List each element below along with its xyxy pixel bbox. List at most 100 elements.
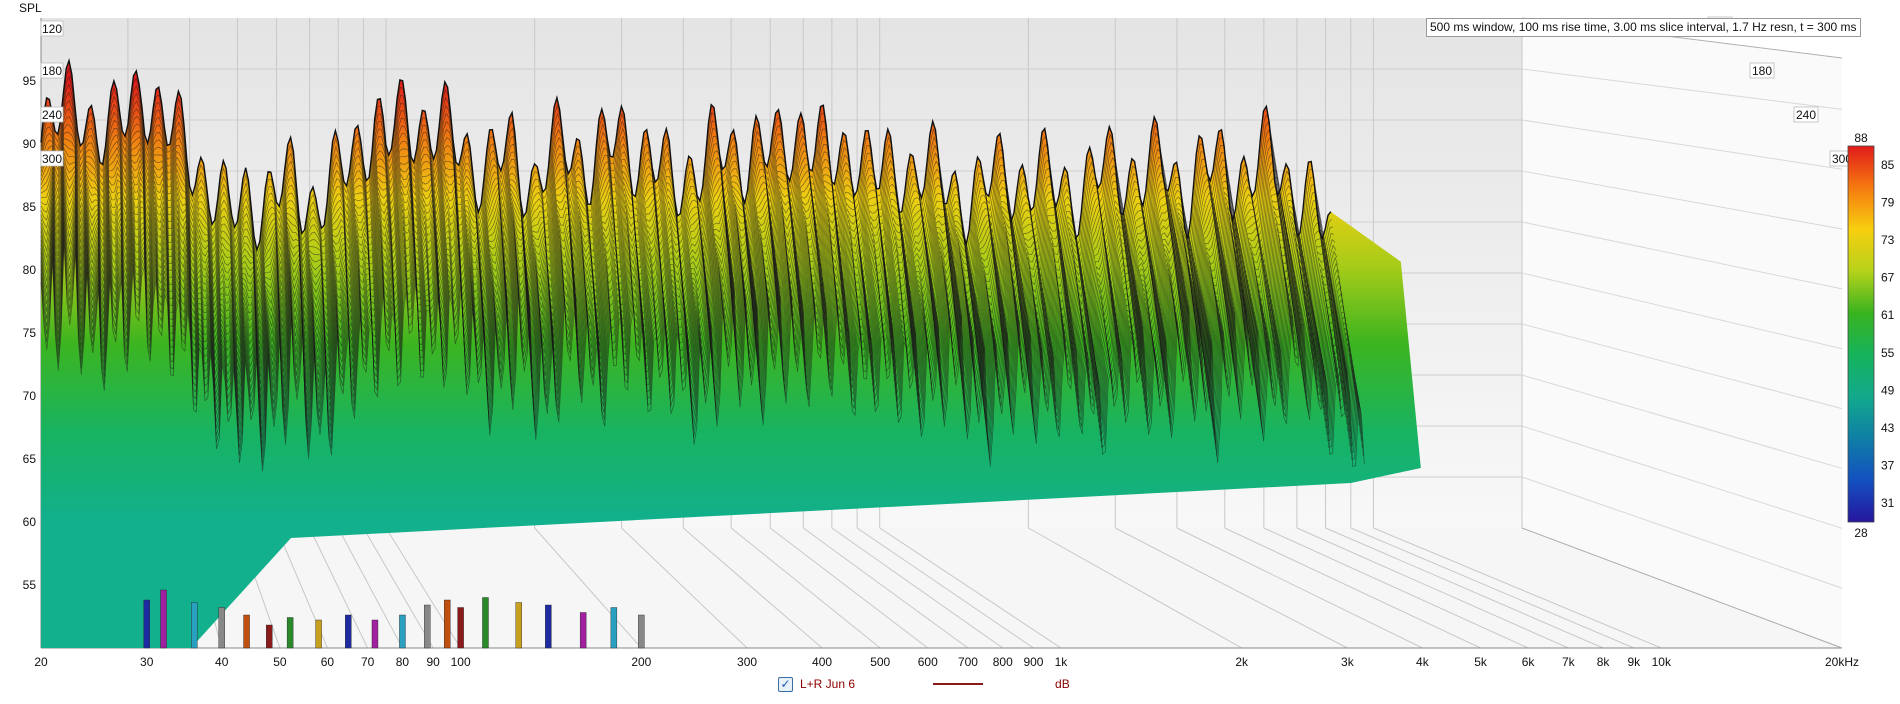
mode-marker-bar xyxy=(399,614,406,649)
colorbar-tick-label: 55 xyxy=(1881,346,1895,360)
waterfall-slice-line xyxy=(40,91,1336,277)
x-tick-label: 60 xyxy=(321,655,335,669)
x-tick-label: 90 xyxy=(426,655,440,669)
time-tick-right: 240 xyxy=(1793,106,1819,123)
floor-grid-line xyxy=(1176,527,1423,649)
x-tick-label: 30 xyxy=(140,655,154,669)
time-tick-left: 120 xyxy=(40,20,64,37)
waterfall-slice-line xyxy=(40,99,1337,284)
subtitle-box: 500 ms window, 100 ms rise time, 3.00 ms… xyxy=(1426,18,1861,37)
mode-marker-bar xyxy=(457,607,464,649)
waterfall-surface xyxy=(41,60,1421,649)
y-tick-label: 60 xyxy=(23,515,37,529)
x-tick-label: 200 xyxy=(631,655,651,669)
svg-text:240: 240 xyxy=(42,108,62,122)
x-tick-label: 800 xyxy=(993,655,1013,669)
side-grid-line xyxy=(1521,170,1843,230)
mode-marker-bar xyxy=(444,599,451,649)
mode-marker-bar xyxy=(160,589,167,649)
x-tick-label: 600 xyxy=(918,655,938,669)
subtitle-text: 500 ms window, 100 ms rise time, 3.00 ms… xyxy=(1430,20,1857,34)
floor-grid-line xyxy=(1296,527,1569,649)
floor-grid-line xyxy=(337,527,403,649)
mode-marker-bar xyxy=(515,602,522,649)
y-tick-label: 65 xyxy=(23,452,37,466)
colorbar xyxy=(1847,145,1875,523)
floor-grid-line xyxy=(831,527,1004,649)
mode-marker-bar xyxy=(371,619,379,649)
colorbar-tick-label: 28 xyxy=(1854,526,1868,540)
side-grid-line xyxy=(1521,476,1843,589)
mode-marker-bar xyxy=(545,604,552,649)
mode-marker-bar xyxy=(286,617,294,649)
side-grid-line xyxy=(1521,119,1843,170)
x-tick-label: 40 xyxy=(215,655,229,669)
colorbar-tick-label: 79 xyxy=(1881,195,1895,209)
x-tick-label: 6k xyxy=(1522,655,1536,669)
x-tick-label: 8k xyxy=(1597,655,1611,669)
floor-grid-line xyxy=(1224,527,1481,649)
floor-grid-line xyxy=(309,527,369,649)
x-tick-label: 500 xyxy=(870,655,890,669)
y-tick-label: 75 xyxy=(23,326,37,340)
x-tick-label: 9k xyxy=(1627,655,1641,669)
side-grid-line xyxy=(1521,68,1843,110)
x-tick-label: 20kHz xyxy=(1825,655,1859,669)
floor-grid-line xyxy=(769,527,929,649)
waterfall-slice-line xyxy=(40,108,1338,291)
time-tick-left: 240 xyxy=(40,106,64,123)
time-tick-left: 300 xyxy=(40,150,64,167)
mode-marker-bar xyxy=(191,602,198,649)
x-tick-label: 5k xyxy=(1474,655,1488,669)
x-tick-label: 1k xyxy=(1055,655,1069,669)
floor-grid-line xyxy=(1263,527,1529,649)
colorbar-tick-label: 85 xyxy=(1881,158,1895,172)
mode-marker-bar xyxy=(218,607,225,649)
x-tick-label: 300 xyxy=(737,655,757,669)
x-tick-label: 4k xyxy=(1416,655,1430,669)
svg-text:240: 240 xyxy=(1796,108,1816,122)
floor-grid-line xyxy=(1325,527,1604,649)
x-tick-label: 400 xyxy=(812,655,832,669)
floor-grid-line xyxy=(1115,527,1348,649)
y-tick-label: 85 xyxy=(23,200,37,214)
time-tick-right: 180 xyxy=(1749,62,1775,79)
legend-series-name: L+R Jun 6 xyxy=(800,677,856,691)
waterfall-top-ridge xyxy=(40,57,1332,253)
side-grid-line xyxy=(1521,374,1843,469)
mode-marker-bar xyxy=(610,607,618,649)
colorbar-tick-label: 88 xyxy=(1854,131,1868,145)
waterfall-slice-line xyxy=(40,116,1339,297)
x-tick-label: 900 xyxy=(1023,655,1043,669)
mode-marker-bar xyxy=(143,599,150,649)
mode-marker-bar xyxy=(315,619,322,649)
legend-unit: dB xyxy=(1055,677,1070,691)
colorbar-tick-label: 43 xyxy=(1881,421,1895,435)
x-tick-label: 2k xyxy=(1235,655,1249,669)
mode-marker-bar xyxy=(243,614,250,649)
waterfall-slice-line xyxy=(40,83,1335,271)
floor-grid-line xyxy=(1028,527,1242,649)
x-tick-label: 50 xyxy=(273,655,287,669)
series-visibility-checkbox[interactable]: ✓ xyxy=(778,676,793,692)
waterfall-slice-line xyxy=(40,175,1350,371)
time-tick-left: 180 xyxy=(40,62,64,79)
mode-marker-bar xyxy=(482,597,489,649)
colorbar-tick-label: 61 xyxy=(1881,308,1895,322)
x-tick-label: 700 xyxy=(958,655,978,669)
svg-text:180: 180 xyxy=(42,64,62,78)
x-tick-label: 20 xyxy=(34,655,48,669)
svg-text:300: 300 xyxy=(1832,152,1852,166)
floor-grid-line xyxy=(363,527,434,649)
y-tick-label: 80 xyxy=(23,263,37,277)
legend-line-swatch xyxy=(933,683,984,685)
floor-grid-line xyxy=(879,527,1062,649)
mode-marker-bar xyxy=(345,614,352,649)
x-tick-label: 10k xyxy=(1652,655,1672,669)
floor-grid-line xyxy=(730,527,881,649)
side-grid-line xyxy=(1521,221,1843,290)
y-tick-label: 90 xyxy=(23,137,37,151)
waterfall-slice-line xyxy=(40,138,1342,318)
side-grid-line xyxy=(1521,272,1843,350)
